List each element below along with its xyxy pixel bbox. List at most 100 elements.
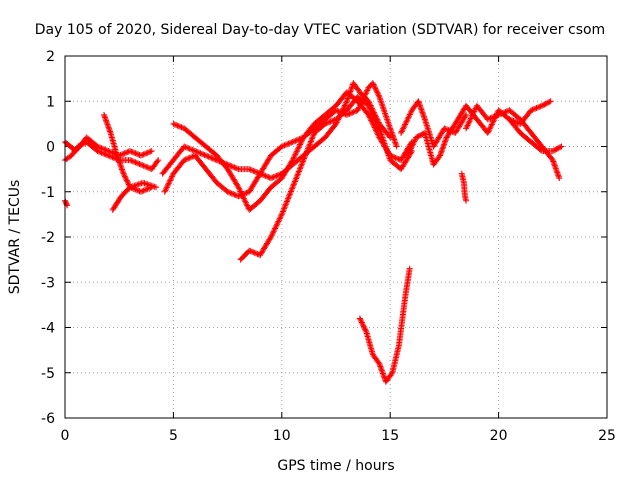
data-point [269,229,276,236]
data-point [119,166,126,173]
data-point [292,151,299,158]
data-point [362,326,369,333]
data-point [410,140,417,147]
data-point [242,199,249,206]
data-point [372,116,379,123]
data-point [118,163,125,170]
chart-title: Day 105 of 2020, Sidereal Day-to-day VTE… [35,22,605,38]
data-point [122,149,129,156]
data-point [164,183,171,190]
data-point [547,98,554,105]
data-point [400,124,407,131]
data-point [309,135,316,142]
data-point [467,115,474,122]
data-point [122,174,129,181]
data-point [101,146,108,153]
series-track-d [109,179,160,213]
data-point [351,108,358,115]
data-point [301,154,308,161]
data-point [251,168,258,175]
data-point [263,173,270,180]
data-point [247,166,254,173]
data-point [97,144,104,151]
data-point [151,183,158,190]
data-point [297,164,304,171]
data-point [181,143,188,150]
data-point [440,142,447,149]
data-point [297,141,304,148]
data-point [463,111,470,118]
data-point [308,137,315,144]
data-point [366,105,373,112]
data-point [495,111,502,118]
data-point [127,148,134,155]
data-point [114,152,121,159]
data-point [190,147,197,154]
data-point [208,154,215,161]
data-point [350,108,357,115]
data-point [278,143,285,150]
data-point [132,159,139,166]
data-point [175,123,182,130]
data-point [484,129,491,136]
series-track-o [62,197,71,209]
data-point [297,135,304,142]
data-point [204,153,211,160]
data-point [287,188,294,195]
data-point [437,151,444,158]
data-point [376,362,383,369]
data-point [232,192,239,199]
x-tick-label: 20 [490,428,508,444]
data-point [419,109,426,116]
data-point [546,98,553,105]
data-point [296,136,303,143]
data-point [279,208,286,215]
data-point [135,160,142,167]
data-point [248,167,255,174]
data-point [327,118,334,125]
data-point [231,164,238,171]
data-point [98,145,105,152]
data-point [104,120,111,127]
data-point [465,119,472,126]
series-track-b [62,134,155,159]
data-point [134,181,141,188]
data-point [343,99,350,106]
data-point [141,187,148,194]
data-point [163,185,170,192]
data-point [131,182,138,189]
data-point [106,127,113,134]
data-point [140,162,147,169]
data-point [139,188,146,195]
data-point [484,116,491,123]
data-point [392,140,399,147]
data-point [488,121,495,128]
data-point [288,187,295,194]
data-point [419,110,426,117]
data-point [362,91,369,98]
data-point [404,117,411,124]
data-point [342,101,349,108]
y-tick-label: 0 [46,140,55,156]
y-axis-label: SDTVAR / TECUs [7,180,23,295]
data-point [324,119,331,126]
data-point [272,173,279,180]
data-point [173,122,180,129]
data-point [178,124,185,131]
data-point [391,154,398,161]
data-point [183,155,190,162]
data-point [411,138,418,145]
data-point [298,161,305,168]
data-point [132,150,139,157]
data-point [420,113,427,120]
x-tick-label: 10 [273,428,291,444]
data-point [198,150,205,157]
data-point [276,215,283,222]
data-point [463,197,470,204]
data-point [269,231,276,238]
data-point [398,128,405,135]
data-point [273,172,280,179]
data-point [306,141,313,148]
data-point [128,148,135,155]
